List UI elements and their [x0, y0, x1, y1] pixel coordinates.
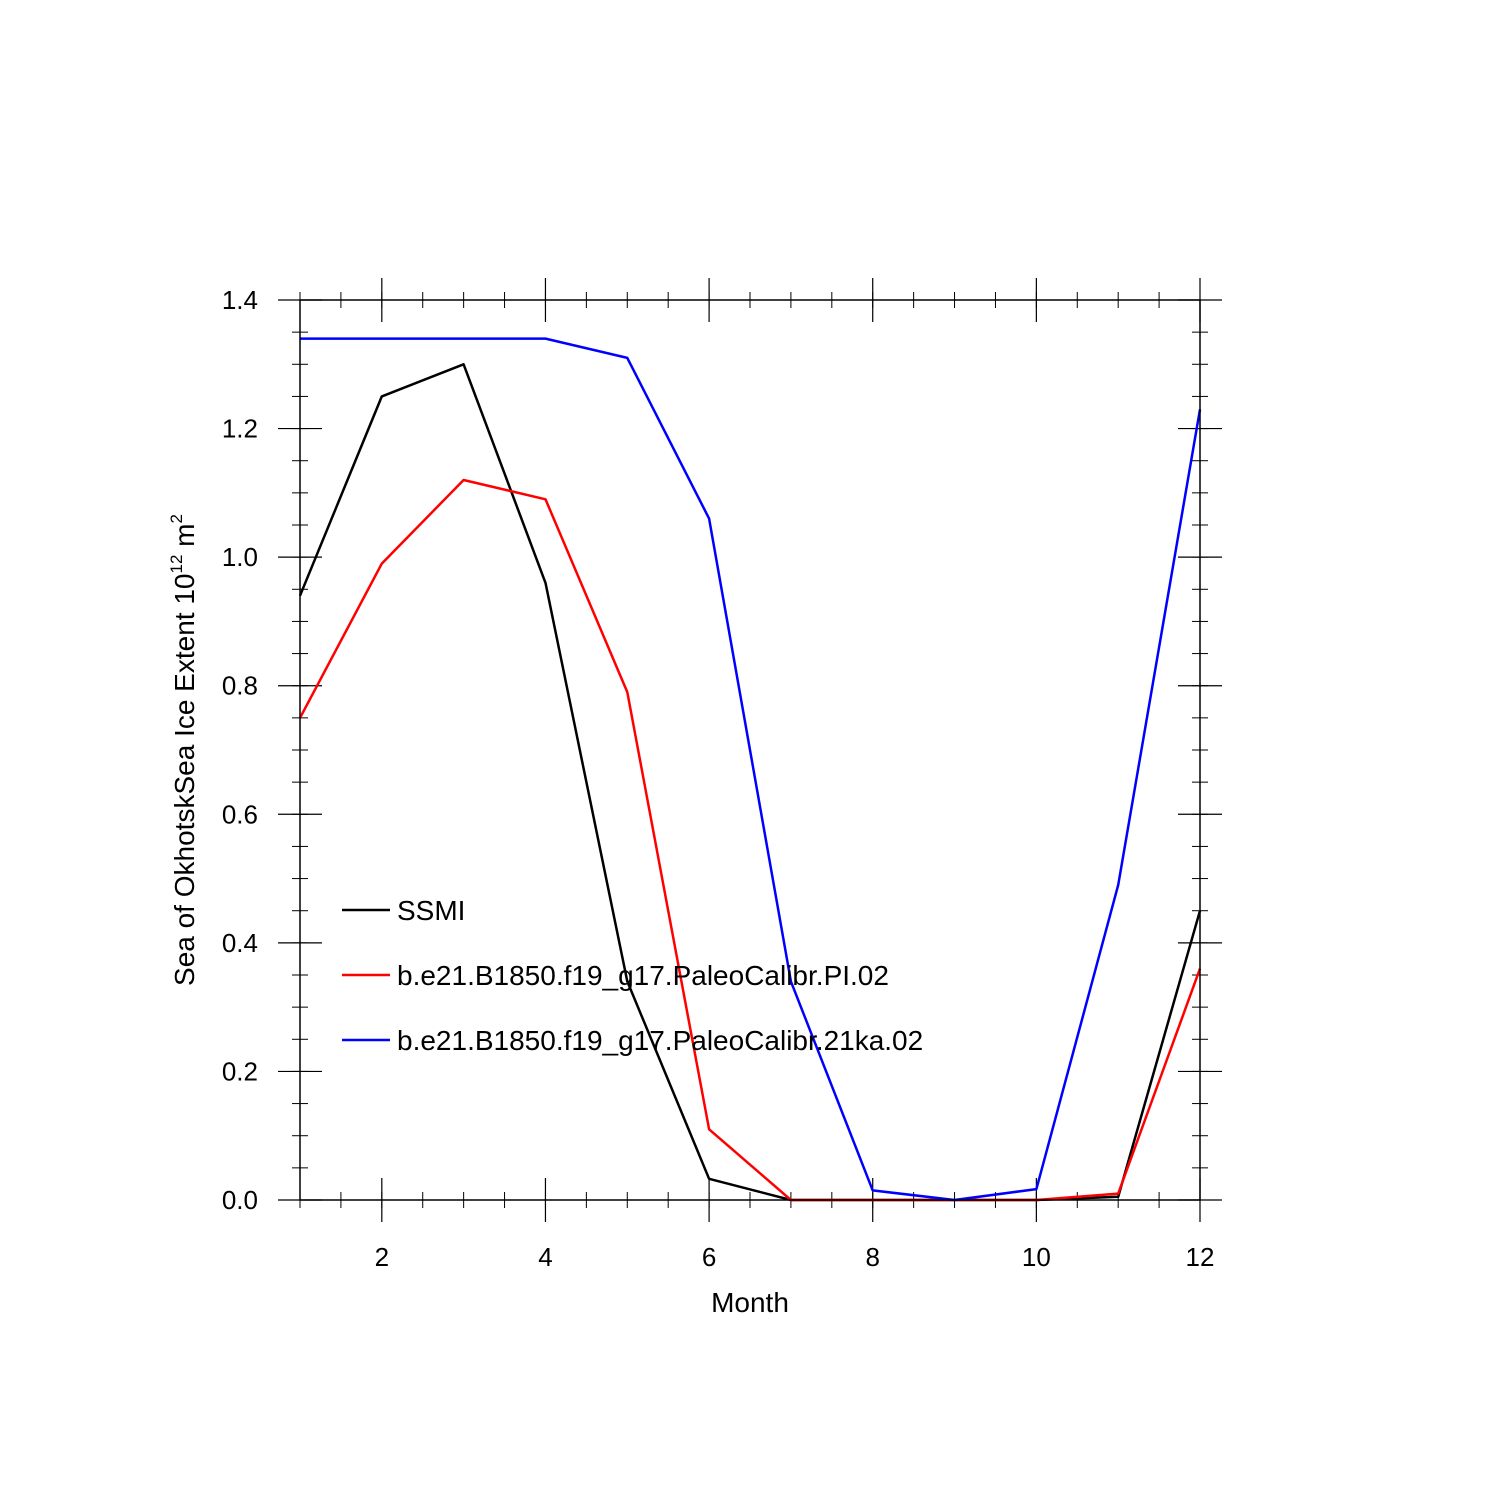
y-axis-label-unit: m [169, 523, 200, 554]
x-axis-label: Month [711, 1287, 789, 1318]
legend-label: b.e21.B1850.f19_g17.PaleoCalibr.21ka.02 [397, 1025, 923, 1056]
legend: SSMI b.e21.B1850.f19_g17.PaleoCalibr.PI.0… [342, 895, 923, 1056]
y-tick-label: 0.2 [222, 1056, 258, 1086]
x-tick-label: 8 [865, 1242, 879, 1272]
y-tick-label: 1.4 [222, 285, 258, 315]
series-line [298, 478, 1202, 1202]
y-axis-label-unit-exponent: 2 [167, 514, 186, 523]
plot-frame [299, 299, 1201, 1201]
series-line [300, 337, 1202, 1202]
x-tick-label: 4 [538, 1242, 552, 1272]
y-tick-label: 1.2 [222, 414, 258, 444]
legend-label: SSMI [397, 895, 465, 926]
y-axis-label-exponent: 12 [167, 555, 186, 574]
y-tick-label: 0.8 [222, 671, 258, 701]
y-tick-label: 0.0 [222, 1185, 258, 1215]
y-tick-label: 0.6 [222, 799, 258, 829]
x-tick-label: 6 [702, 1242, 716, 1272]
tick-labels: 2 4 6 8 10 12 0.0 0.2 0.4 0.6 0.8 1.0 1.2 1.4 [222, 285, 1215, 1272]
legend-label: b.e21.B1850.f19_g17.PaleoCalibr.PI.02 [397, 960, 889, 991]
x-tick-label: 2 [375, 1242, 389, 1272]
x-tick-label: 12 [1186, 1242, 1215, 1272]
series-line [298, 363, 1202, 1202]
x-tick-label: 10 [1022, 1242, 1051, 1272]
y-tick-label: 1.0 [222, 542, 258, 572]
y-axis-label: Sea of OkhotskSea Ice Extent 1012 m2 [167, 514, 200, 986]
y-tick-label: 0.4 [222, 928, 258, 958]
series-lines [298, 337, 1202, 1202]
y-axis-label-main: Sea of OkhotskSea Ice Extent 10 [169, 574, 200, 986]
